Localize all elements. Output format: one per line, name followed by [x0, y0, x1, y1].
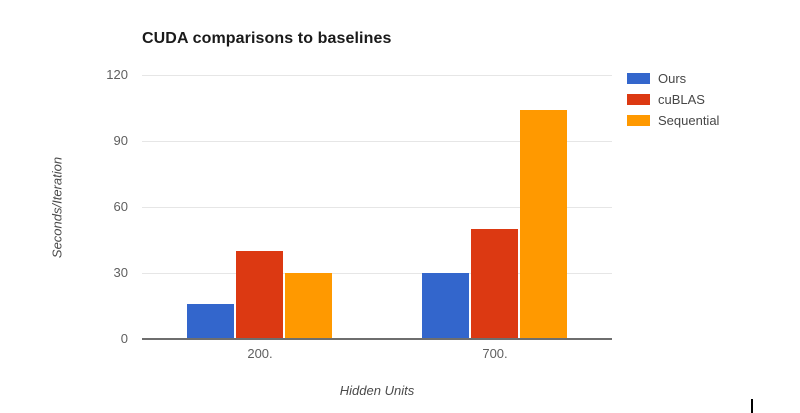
bar-cublas-700 — [471, 229, 518, 339]
legend-label: Ours — [658, 71, 687, 86]
gridline-y-90 — [142, 141, 612, 142]
legend-label: cuBLAS — [658, 92, 705, 107]
bar-cublas-200 — [236, 251, 283, 339]
legend: Ours cuBLAS Sequential — [627, 71, 720, 136]
x-axis-title: Hidden Units — [339, 383, 415, 398]
text-cursor-mark — [751, 399, 753, 413]
gridline-y-60 — [142, 207, 612, 208]
legend-swatch-cublas — [627, 94, 650, 105]
y-tick-label: 120 — [106, 67, 128, 82]
bar-ours-700 — [422, 273, 469, 339]
x-axis-line — [142, 338, 612, 340]
bar-sequential-200 — [285, 273, 332, 339]
gridline-y-30 — [142, 273, 612, 274]
gridline-y-120 — [142, 75, 612, 76]
legend-item-ours: Ours — [627, 71, 719, 86]
legend-swatch-sequential — [627, 115, 650, 126]
y-tick-label: 0 — [120, 331, 128, 346]
bar-sequential-700 — [520, 110, 567, 339]
bar-ours-200 — [187, 304, 234, 339]
y-tick-label: 30 — [113, 265, 128, 280]
x-tick-label: 200. — [247, 346, 273, 361]
chart-title: CUDA comparisons to baselines — [142, 30, 392, 47]
x-tick-label: 700. — [482, 346, 508, 361]
y-axis-title: Seconds/Iteration — [49, 156, 65, 259]
legend-swatch-ours — [627, 73, 650, 84]
legend-item-sequential: Sequential — [627, 113, 720, 128]
legend-item-cublas: cuBLAS — [627, 92, 719, 107]
legend-label: Sequential — [658, 113, 720, 128]
y-tick-label: 60 — [113, 199, 128, 214]
y-tick-label: 90 — [113, 133, 128, 148]
